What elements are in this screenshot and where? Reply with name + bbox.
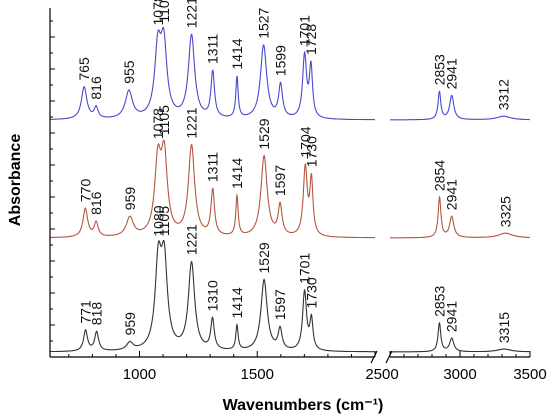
- peak-label-0-5: 1221: [184, 224, 200, 255]
- series-layer: [50, 26, 530, 353]
- peak-label-1-11: 1730: [303, 136, 319, 167]
- peak-label-1-6: 1311: [205, 152, 221, 182]
- peak-label-0-6: 1310: [205, 280, 221, 311]
- peak-label-0-0: 771: [78, 300, 94, 324]
- x-tick-label-1-1: 3000: [443, 366, 476, 383]
- peak-label-0-14: 3315: [496, 312, 512, 343]
- peak-label-0-13: 2941: [444, 301, 460, 332]
- x-axis-title: Wavenumbers (cm⁻¹): [223, 397, 384, 414]
- peak-label-2-14: 3312: [496, 79, 512, 110]
- peak-label-2-6: 1311: [205, 34, 221, 64]
- peak-label-1-8: 1529: [256, 118, 272, 149]
- peak-label-0-1: 818: [89, 302, 105, 326]
- peak-label-2-7: 1414: [229, 38, 245, 69]
- peak-label-2-4: 1103: [156, 0, 172, 23]
- peak-label-0-10: 1701: [297, 253, 313, 284]
- peak-label-1-1: 816: [88, 191, 104, 215]
- peak-label-2-13: 2941: [444, 58, 460, 89]
- x-tick-label-1-0: 2500: [365, 366, 398, 383]
- peak-label-1-10: 1704: [297, 126, 313, 157]
- series-0-line-segment-1: [390, 321, 530, 353]
- peak-label-2-3: 1078: [150, 0, 166, 26]
- peak-label-1-5: 1221: [184, 107, 200, 138]
- peak-label-1-7: 1414: [229, 158, 245, 189]
- axis-break-mark-left: [370, 350, 378, 364]
- axes-layer: 1000 1500 2500 3000 3500: [49, 8, 547, 383]
- peak-label-1-4: 1105: [156, 105, 172, 135]
- peak-label-0-7: 1414: [229, 287, 245, 318]
- x-tick-label-0-1: 1500: [241, 366, 274, 383]
- peak-label-1-9: 1597: [272, 165, 288, 196]
- peak-label-0-11: 1730: [303, 277, 319, 308]
- peak-label-0-9: 1597: [272, 289, 288, 320]
- peak-label-2-1: 816: [88, 76, 104, 100]
- peak-label-2-5: 1221: [184, 0, 200, 28]
- peak-label-2-9: 1599: [273, 45, 289, 76]
- peak-label-2-8: 1527: [256, 7, 272, 38]
- series-1-line-segment-1: [390, 195, 530, 239]
- peak-label-2-10: 1701: [297, 15, 313, 46]
- peak-label-0-4: 1105: [156, 206, 172, 236]
- peak-label-2-2: 955: [121, 60, 137, 84]
- peak-label-1-0: 770: [77, 179, 93, 203]
- axis-break-mark-right: [385, 350, 393, 364]
- series-2-line-segment-1: [390, 90, 530, 121]
- series-0-line-segment-0: [50, 239, 375, 353]
- peak-label-2-11: 1728: [303, 24, 319, 55]
- peak-label-0-3: 1080: [150, 205, 166, 236]
- peak-label-1-14: 3325: [498, 196, 514, 227]
- peak-label-2-0: 765: [76, 57, 92, 81]
- peak-label-0-8: 1529: [256, 242, 272, 273]
- peak-label-0-12: 2853: [431, 286, 447, 317]
- x-tick-label-1-2: 3500: [513, 366, 546, 383]
- peak-label-2-12: 2853: [431, 54, 447, 85]
- series-2-line-segment-0: [50, 26, 375, 121]
- y-axis-title: Absorbance: [7, 134, 24, 227]
- series-1-line-segment-0: [50, 139, 375, 239]
- peak-label-1-3: 1078: [150, 108, 166, 139]
- peak-label-1-13: 2941: [444, 179, 460, 210]
- peak-label-1-2: 959: [122, 187, 138, 211]
- peak-label-1-12: 2854: [432, 160, 448, 191]
- peak-label-0-2: 959: [122, 312, 138, 336]
- x-tick-label-0-0: 1000: [123, 366, 156, 383]
